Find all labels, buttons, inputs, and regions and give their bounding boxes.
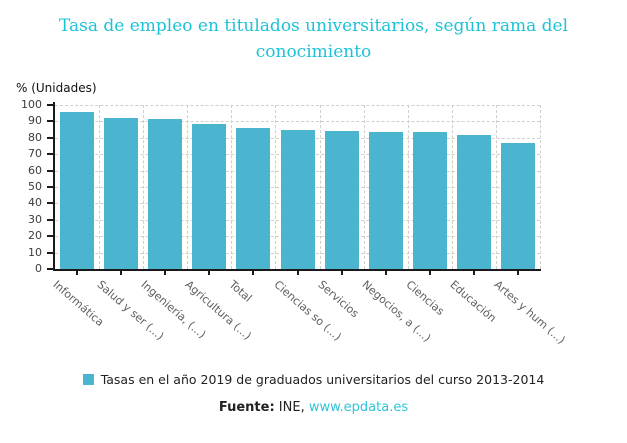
source-label: Fuente:: [218, 400, 275, 415]
bar-Negocios, a (...)[interactable]: [368, 132, 403, 269]
x-axis-tick: [296, 271, 299, 275]
x-axis-label: Total: [226, 278, 255, 305]
y-axis-tick: [47, 218, 53, 221]
y-axis-tick: [47, 136, 53, 139]
y-axis-tick: [47, 169, 53, 172]
y-axis-line: [53, 102, 55, 271]
v-gridline: [407, 105, 409, 269]
x-axis-label: Artes y hum (...): [491, 278, 568, 347]
v-gridline: [319, 105, 321, 269]
bar-Agricultura (...)[interactable]: [192, 124, 227, 269]
x-axis-tick: [516, 271, 519, 275]
v-gridline: [187, 105, 189, 269]
y-axis-label: 50: [28, 180, 42, 193]
v-gridline: [275, 105, 277, 269]
legend-label: Tasas en el año 2019 de graduados univer…: [100, 372, 545, 387]
y-axis-label: 80: [28, 130, 42, 144]
y-axis-label: 20: [28, 229, 42, 243]
v-gridline: [540, 105, 541, 269]
y-axis-tick: [47, 202, 53, 205]
y-axis-label: 0: [35, 262, 42, 275]
bar-Educación[interactable]: [456, 134, 491, 269]
y-axis-label: 90: [28, 114, 42, 128]
epdata-link[interactable]: www.epdata.es: [308, 400, 409, 415]
x-axis-tick: [120, 271, 123, 275]
chart-title: Tasa de empleo en titulados universitari…: [58, 16, 569, 62]
y-axis-label: 60: [28, 163, 42, 177]
bar-Salud y ser (...)[interactable]: [104, 117, 139, 269]
v-gridline: [143, 105, 145, 269]
x-axis-tick: [384, 271, 387, 275]
x-axis-tick: [472, 271, 475, 275]
bar-Informática[interactable]: [60, 111, 95, 269]
y-axis-tick: [47, 251, 53, 254]
legend[interactable]: Tasas en el año 2019 de graduados univer…: [0, 372, 627, 387]
y-axis-label: 70: [28, 147, 42, 161]
y-axis-label: 10: [28, 245, 42, 259]
y-axis-label: 100: [21, 98, 42, 111]
h-gridline: [55, 105, 540, 106]
y-axis-tick: [47, 268, 53, 270]
x-axis-tick: [340, 271, 343, 275]
v-gridline: [495, 105, 497, 269]
bar-Ciencias[interactable]: [412, 132, 447, 269]
y-axis-units-label: % (Unidades): [16, 81, 97, 95]
x-axis-tick: [76, 271, 79, 275]
v-gridline: [99, 105, 101, 269]
x-axis-tick: [428, 271, 431, 275]
y-axis-label: 30: [28, 212, 42, 226]
x-axis-tick: [252, 271, 255, 275]
x-axis-label: Ciencias: [403, 278, 447, 319]
v-gridline: [451, 105, 453, 269]
bar-Ciencias so (...)[interactable]: [280, 130, 315, 269]
y-axis-tick: [47, 186, 53, 188]
y-axis-tick: [47, 153, 53, 156]
bar-Ingeniería, (...)[interactable]: [148, 118, 183, 269]
source-footer: Fuente: INE, www.epdata.es: [0, 400, 627, 415]
x-axis-label: Educación: [447, 278, 499, 325]
bar-Artes y hum (...)[interactable]: [500, 142, 535, 269]
y-axis-tick: [47, 120, 53, 123]
x-axis-tick: [208, 271, 211, 275]
h-gridline: [55, 121, 540, 123]
bar-chart-plot-area: 0 10 20 30 40 50 60 70 80 90 100: [21, 99, 541, 275]
y-axis-tick: [47, 104, 53, 106]
x-axis-labels: Informática Salud y ser (...) Ingeniería, …: [51, 269, 568, 349]
bar-Total[interactable]: [236, 127, 271, 269]
source-text: INE,: [274, 400, 309, 415]
y-axis-label: 40: [28, 196, 42, 210]
bar-Servicios[interactable]: [324, 131, 359, 269]
x-axis-tick: [164, 271, 167, 275]
legend-swatch: [82, 374, 94, 385]
y-axis-tick: [47, 235, 53, 238]
v-gridline: [231, 105, 233, 269]
x-axis-line: [53, 269, 541, 271]
v-gridline: [363, 105, 365, 269]
